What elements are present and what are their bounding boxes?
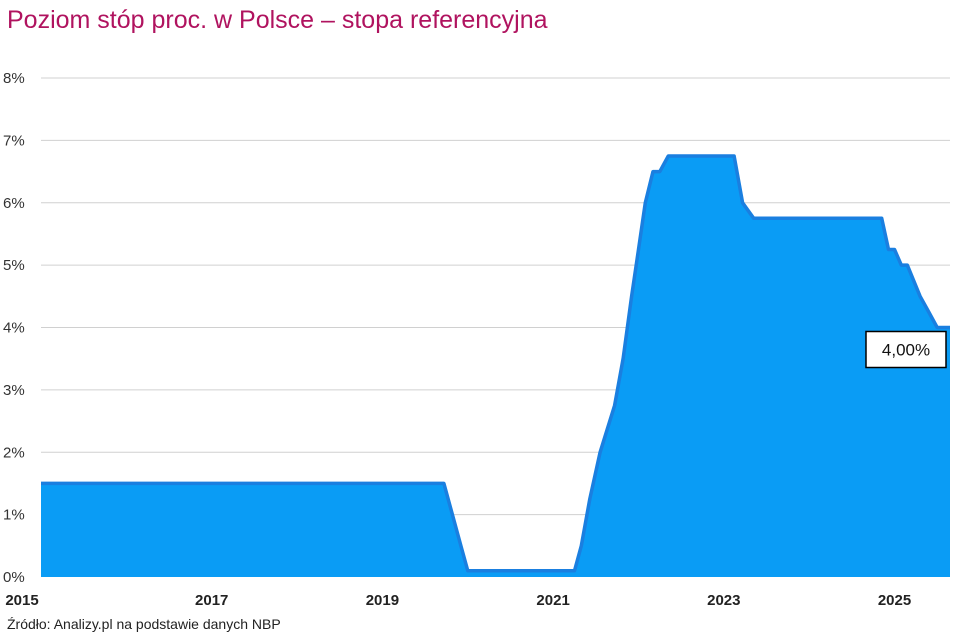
y-tick-label: 0% bbox=[3, 569, 25, 586]
value-annotation: 4,00% bbox=[865, 330, 947, 369]
y-tick-label: 5% bbox=[3, 257, 25, 274]
x-tick-label: 2017 bbox=[195, 592, 228, 609]
x-tick-label: 2019 bbox=[366, 592, 399, 609]
y-tick-label: 3% bbox=[3, 382, 25, 399]
y-tick-label: 7% bbox=[3, 132, 25, 149]
annotation-box bbox=[865, 330, 947, 369]
annotation-label: 4,00% bbox=[882, 341, 930, 360]
y-tick-label: 2% bbox=[3, 444, 25, 461]
data-area bbox=[41, 156, 950, 577]
data-line bbox=[41, 154, 950, 573]
x-axis: 2015 2017 2019 2021 2023 2025 bbox=[5, 592, 911, 609]
chart-title: Poziom stóp proc. w Polsce – stopa refer… bbox=[7, 6, 548, 34]
y-axis: 0% 1% 2% 3% 4% 5% 6% 7% 8% bbox=[3, 70, 25, 586]
x-tick-label: 2023 bbox=[707, 592, 740, 609]
source-note: Źródło: Analizy.pl na podstawie danych N… bbox=[7, 616, 281, 632]
x-tick-label: 2015 bbox=[5, 592, 38, 609]
y-tick-label: 8% bbox=[3, 70, 25, 87]
y-tick-label: 4% bbox=[3, 320, 25, 337]
x-tick-label: 2021 bbox=[536, 592, 569, 609]
y-tick-label: 1% bbox=[3, 507, 25, 524]
x-tick-label: 2025 bbox=[878, 592, 911, 609]
y-tick-label: 6% bbox=[3, 195, 25, 212]
